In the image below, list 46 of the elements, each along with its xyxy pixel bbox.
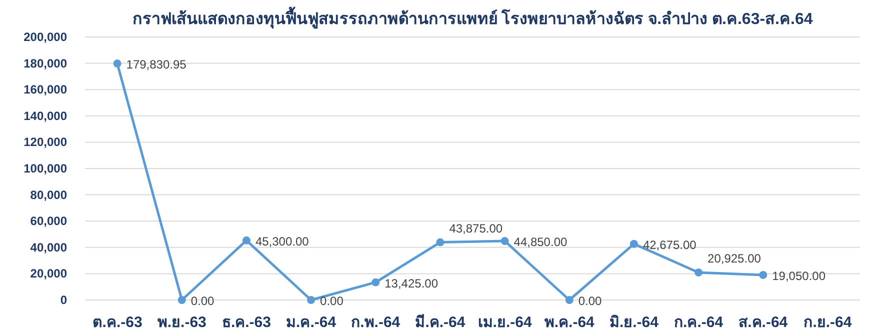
data-label: 20,925.00 bbox=[708, 251, 762, 266]
x-tick-label: ก.ค.-64 bbox=[674, 314, 724, 331]
data-label: 13,425.00 bbox=[384, 276, 438, 290]
point bbox=[372, 278, 380, 286]
point bbox=[242, 236, 250, 244]
data-label: 0.00 bbox=[578, 294, 602, 308]
point bbox=[565, 296, 574, 304]
y-tick-label: 20,000 bbox=[30, 266, 68, 281]
y-tick-label: 0 bbox=[60, 293, 68, 307]
data-label: 0.00 bbox=[320, 294, 344, 308]
y-tick-label: 200,000 bbox=[24, 30, 68, 44]
x-tick-label: ต.ค.-63 bbox=[92, 314, 142, 331]
point bbox=[694, 268, 703, 276]
data-label: 43,875.00 bbox=[449, 221, 503, 236]
y-tick-label: 140,000 bbox=[24, 108, 68, 123]
y-tick-label: 180,000 bbox=[24, 56, 68, 70]
y-tick-label: 80,000 bbox=[30, 188, 68, 202]
point bbox=[113, 60, 122, 68]
point bbox=[436, 238, 444, 246]
point bbox=[307, 296, 316, 304]
x-tick-label: พ.ย.-63 bbox=[157, 314, 206, 331]
data-label: 0.00 bbox=[190, 294, 215, 308]
x-tick-label: มี.ค.-64 bbox=[415, 314, 466, 331]
y-tick-label: 40,000 bbox=[30, 240, 68, 254]
x-tick-label: ม.ค.-64 bbox=[286, 314, 337, 331]
x-tick-label: ก.พ.-64 bbox=[351, 314, 401, 331]
point bbox=[630, 240, 638, 248]
point bbox=[500, 237, 509, 246]
y-tick-label: 100,000 bbox=[24, 162, 68, 176]
data-label: 19,050.00 bbox=[772, 268, 826, 283]
x-tick-label: มิ.ย.-64 bbox=[609, 313, 660, 331]
y-tick-label: 60,000 bbox=[30, 214, 68, 228]
x-tick-label: ส.ค.-64 bbox=[738, 314, 788, 331]
data-label: 44,850.00 bbox=[514, 235, 568, 250]
y-tick-label: 160,000 bbox=[24, 82, 68, 97]
x-tick-label: ธ.ค.-63 bbox=[222, 314, 271, 331]
x-tick-label: ก.ย.-64 bbox=[804, 314, 852, 331]
chart-title: กราฟเส้นแสดงกองทุนฟื้นฟูสมรรถภาพด้านการแพทย์ โรงพยาบาลห้างฉัตร จ.ลำปาง ต.ค.63-ส.ค.64 bbox=[132, 6, 813, 30]
point bbox=[759, 270, 768, 279]
x-tick-label: เม.ย.-64 bbox=[478, 314, 532, 331]
x-tick-label: พ.ค.-64 bbox=[544, 314, 596, 331]
data-label: 42,675.00 bbox=[642, 238, 697, 252]
point bbox=[178, 296, 186, 304]
data-label: 179,830.95 bbox=[126, 58, 187, 72]
data-label: 45,300.00 bbox=[255, 234, 310, 248]
y-tick-label: 120,000 bbox=[24, 135, 68, 150]
